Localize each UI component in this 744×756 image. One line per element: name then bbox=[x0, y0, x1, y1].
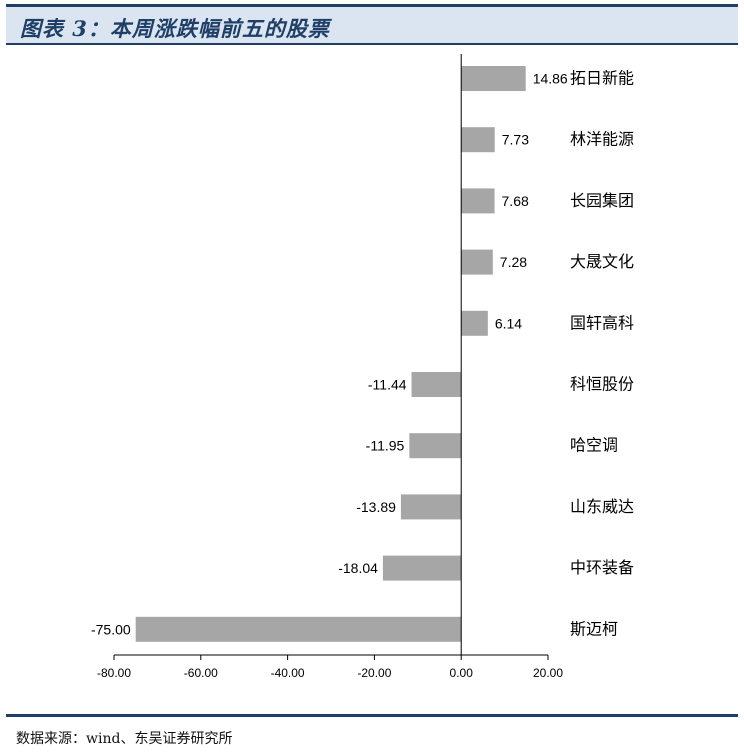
data-label: 14.86 bbox=[533, 71, 568, 87]
bar bbox=[411, 372, 462, 397]
bar bbox=[461, 249, 493, 275]
category-label: 山东威达 bbox=[570, 497, 634, 516]
x-tick-label: -80.00 bbox=[97, 666, 131, 680]
labels-group: 14.86 拓日新能 7.73 林洋能源 7.68 长园集团 7.28 大晟文化 6.14 国轩高… bbox=[91, 69, 634, 639]
category-label: 科恒股份 bbox=[570, 375, 634, 394]
bar bbox=[461, 310, 488, 336]
data-label: -11.95 bbox=[366, 438, 405, 454]
data-label: -13.89 bbox=[356, 499, 396, 515]
category-label: 中环装备 bbox=[570, 558, 634, 577]
x-axis: -80.00 -60.00 -40.00 -20.00 0.00 20.00 bbox=[97, 54, 563, 680]
data-label: 7.28 bbox=[500, 254, 527, 270]
x-tick-label: 20.00 bbox=[533, 666, 563, 680]
title-bar: 图表 3：本周涨跌幅前五的股票 bbox=[6, 7, 738, 43]
category-label: 大晟文化 bbox=[570, 252, 634, 271]
category-label: 斯迈柯 bbox=[570, 619, 618, 638]
bar bbox=[409, 433, 462, 459]
bar bbox=[382, 555, 462, 581]
x-tick-label: -20.00 bbox=[357, 666, 391, 680]
category-label: 长园集团 bbox=[570, 191, 634, 210]
data-label: -11.44 bbox=[368, 377, 407, 393]
data-label: -75.00 bbox=[91, 621, 131, 637]
bottom-rule bbox=[6, 714, 738, 717]
bar bbox=[461, 188, 495, 214]
x-tick-label: -60.00 bbox=[184, 666, 218, 680]
bar bbox=[461, 127, 495, 153]
bar bbox=[461, 66, 526, 91]
data-label: -18.04 bbox=[338, 560, 378, 576]
category-label: 林洋能源 bbox=[570, 130, 634, 149]
source-note: 数据来源：wind、东吴证券研究所 bbox=[16, 731, 233, 747]
category-label: 拓日新能 bbox=[570, 69, 634, 88]
x-tick-label: 0.00 bbox=[450, 666, 474, 680]
data-label: 6.14 bbox=[495, 315, 522, 331]
data-label: 7.73 bbox=[502, 132, 529, 148]
category-label: 哈空调 bbox=[570, 436, 618, 455]
title-underline bbox=[6, 43, 738, 45]
top-rule bbox=[6, 4, 738, 7]
bar bbox=[135, 616, 462, 642]
x-tick-label: -40.00 bbox=[271, 666, 305, 680]
bars-group bbox=[135, 66, 526, 642]
bar-chart: -80.00 -60.00 -40.00 -20.00 0.00 20.00 14.86 拓… bbox=[91, 54, 634, 680]
category-label: 国轩高科 bbox=[570, 313, 634, 332]
bar bbox=[400, 494, 462, 520]
chart-title: 图表 3：本周涨跌幅前五的股票 bbox=[20, 16, 330, 41]
data-label: 7.68 bbox=[502, 193, 529, 209]
